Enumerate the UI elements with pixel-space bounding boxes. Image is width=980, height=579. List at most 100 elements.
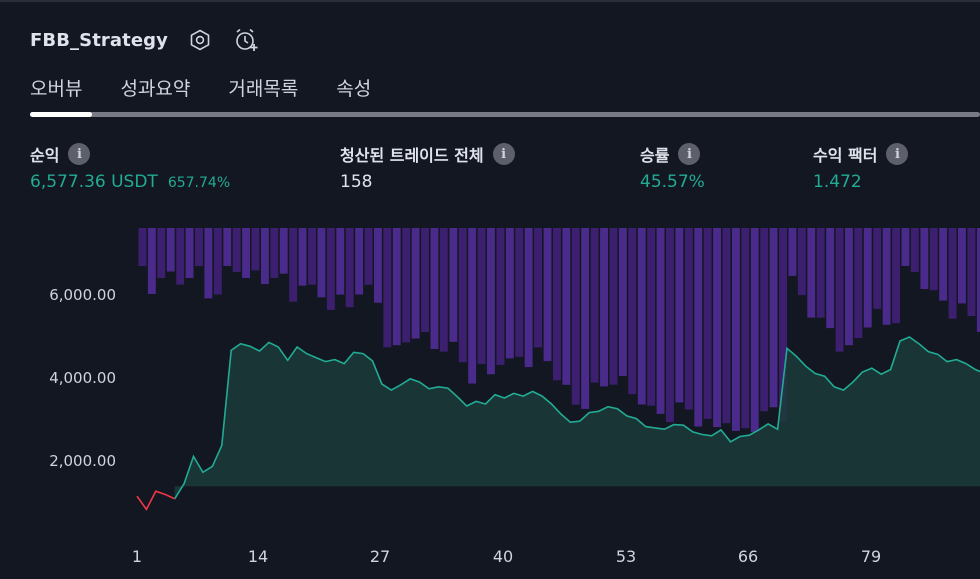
- drawdown-bar: [779, 228, 787, 423]
- loss-line: [136, 490, 176, 511]
- drawdown-bar: [515, 228, 524, 357]
- x-tick-label: 66: [738, 547, 758, 566]
- y-tick-label: 4,000.00: [49, 369, 116, 387]
- drawdown-bar: [534, 228, 542, 348]
- equity-chart[interactable]: 6,000.00 4,000.00 2,000.00 1 14 27 40 53…: [0, 226, 980, 579]
- drawdown-bar: [402, 228, 411, 343]
- drawdown-bar: [967, 228, 976, 316]
- drawdown-bar: [392, 228, 401, 346]
- metric-win-rate: 승률 i 45.57%: [640, 142, 705, 192]
- y-tick-label: 6,000.00: [49, 286, 116, 304]
- drawdown-bar: [713, 228, 721, 428]
- drawdown-bar: [289, 228, 298, 302]
- drawdown-bar: [863, 228, 872, 328]
- drawdown-bar: [835, 228, 844, 352]
- drawdown-bar: [948, 228, 957, 319]
- drawdown-bar: [788, 228, 797, 276]
- drawdown-bar: [618, 228, 627, 376]
- drawdown-bar: [816, 228, 825, 318]
- drawdown-bar: [308, 228, 316, 285]
- net-profit-label: 순익: [30, 146, 60, 165]
- drawdown-bar: [609, 228, 618, 385]
- x-tick-label: 53: [616, 547, 636, 566]
- x-tick-label: 1: [132, 547, 142, 566]
- settings-icon[interactable]: [186, 26, 214, 54]
- metric-profit-factor: 수익 팩터 i 1.472: [813, 142, 909, 192]
- top-border: [0, 0, 980, 2]
- drawdown-bar: [590, 228, 599, 383]
- drawdown-bar: [383, 228, 392, 348]
- info-icon[interactable]: i: [68, 143, 91, 165]
- tab-active-indicator: [30, 112, 92, 117]
- metric-net-profit: 순익 i 6,577.36 USDT 657.74%: [30, 142, 230, 192]
- drawdown-bar: [270, 228, 279, 278]
- drawdown-bar: [882, 228, 891, 325]
- drawdown-bar: [364, 228, 373, 285]
- drawdown-bar: [421, 228, 429, 332]
- drawdown-bar: [374, 228, 382, 303]
- closed-trades-value: 158: [340, 172, 373, 192]
- info-icon[interactable]: i: [492, 143, 515, 165]
- drawdown-bar: [741, 228, 750, 429]
- net-profit-percent: 657.74%: [167, 175, 231, 191]
- drawdown-bar: [562, 228, 571, 385]
- drawdown-bar: [449, 228, 458, 342]
- drawdown-bar: [684, 228, 693, 410]
- drawdown-bar: [317, 228, 326, 298]
- drawdown-bar: [600, 228, 608, 387]
- drawdown-bar: [666, 228, 674, 423]
- drawdown-bar: [468, 228, 477, 384]
- drawdown-bar: [138, 228, 147, 266]
- tab-bar: 오버뷰 성과요약 거래목록 속성: [30, 74, 409, 101]
- drawdown-bar: [543, 228, 552, 362]
- drawdown-bar: [251, 228, 260, 271]
- drawdown-bar: [176, 228, 185, 285]
- profit-factor-value: 1.472: [813, 172, 862, 192]
- drawdown-bar: [496, 228, 505, 365]
- closed-trades-label: 청산된 트레이드 전체: [340, 146, 484, 165]
- drawdown-bar: [487, 228, 495, 375]
- drawdown-bar: [694, 228, 703, 427]
- alert-clock-icon[interactable]: [232, 26, 260, 54]
- drawdown-bar: [703, 228, 712, 419]
- profit-factor-label: 수익 팩터: [813, 146, 878, 165]
- drawdown-bar: [929, 228, 938, 291]
- drawdown-bar: [411, 228, 420, 339]
- strategy-header: FBB_Strategy: [30, 24, 260, 56]
- drawdown-bar: [430, 228, 439, 349]
- drawdown-bar: [901, 228, 910, 266]
- info-icon[interactable]: i: [886, 143, 909, 165]
- drawdown-bar: [675, 228, 684, 403]
- drawdown-bar: [336, 228, 345, 295]
- drawdown-bar: [958, 228, 966, 304]
- tab-performance-summary[interactable]: 성과요약: [120, 78, 191, 100]
- drawdown-bar: [920, 228, 929, 289]
- strategy-title: FBB_Strategy: [30, 29, 168, 51]
- drawdown-bars: [138, 228, 980, 432]
- drawdown-bar: [854, 228, 863, 338]
- drawdown-bar: [223, 228, 232, 266]
- drawdown-bar: [750, 228, 759, 432]
- drawdown-bar: [976, 228, 980, 332]
- tab-trades-list[interactable]: 거래목록: [228, 78, 299, 100]
- drawdown-bar: [760, 228, 769, 412]
- drawdown-bar: [807, 228, 816, 318]
- drawdown-bar: [581, 228, 590, 409]
- tab-overview[interactable]: 오버뷰: [30, 78, 83, 100]
- drawdown-bar: [477, 228, 486, 364]
- drawdown-bar: [797, 228, 806, 296]
- tab-scroll-track[interactable]: [30, 112, 980, 117]
- drawdown-bar: [204, 228, 213, 299]
- x-tick-label: 40: [493, 547, 513, 566]
- drawdown-bar: [185, 228, 194, 278]
- drawdown-bar: [769, 228, 778, 408]
- drawdown-bar: [571, 228, 580, 405]
- drawdown-bar: [345, 228, 354, 308]
- drawdown-bar: [195, 228, 203, 266]
- win-rate-value: 45.57%: [640, 172, 705, 192]
- info-icon[interactable]: i: [678, 143, 701, 165]
- x-tick-label: 79: [861, 547, 881, 566]
- drawdown-bar: [524, 228, 533, 368]
- tab-properties[interactable]: 속성: [336, 78, 372, 100]
- drawdown-bar: [826, 228, 835, 329]
